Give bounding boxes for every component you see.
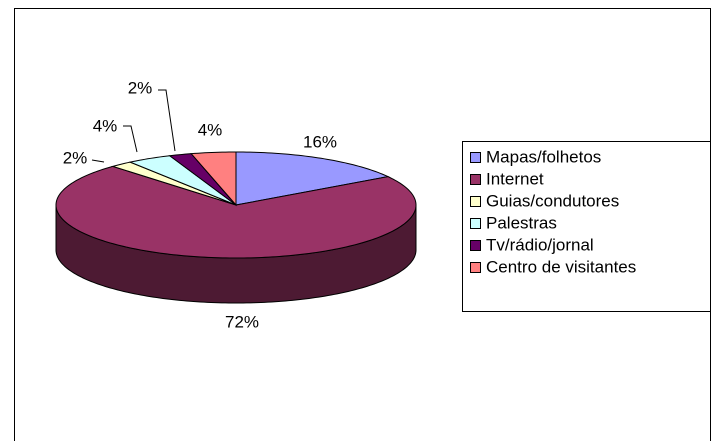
legend-swatch bbox=[470, 262, 481, 273]
slice bbox=[55, 165, 417, 259]
data-label: 16% bbox=[303, 132, 337, 151]
leader-line bbox=[158, 89, 176, 152]
slice bbox=[168, 153, 237, 206]
data-label: 2% bbox=[63, 148, 88, 167]
legend-swatch bbox=[470, 240, 481, 251]
legend-label: Tv/rádio/jornal bbox=[486, 235, 594, 254]
legend-swatch bbox=[470, 218, 481, 229]
legend-label: Centro de visitantes bbox=[486, 257, 636, 276]
legend-label: Internet bbox=[486, 169, 544, 188]
legend-box bbox=[462, 141, 711, 312]
data-label: 72% bbox=[225, 312, 259, 331]
legend-label: Palestras bbox=[486, 213, 557, 232]
legend-label: Mapas/folhetos bbox=[486, 147, 601, 166]
slice bbox=[111, 161, 237, 206]
leader-line bbox=[123, 125, 138, 153]
legend-label: Guias/condutores bbox=[486, 191, 619, 210]
data-label: 2% bbox=[128, 78, 153, 97]
slice bbox=[128, 155, 237, 206]
legend-swatch bbox=[470, 152, 481, 163]
data-label: 4% bbox=[198, 120, 223, 139]
slice bbox=[190, 151, 237, 207]
slice bbox=[235, 151, 390, 206]
data-label: 4% bbox=[93, 116, 118, 135]
legend-swatch bbox=[470, 196, 481, 207]
leader-line bbox=[91, 159, 105, 163]
legend-swatch bbox=[470, 174, 481, 185]
